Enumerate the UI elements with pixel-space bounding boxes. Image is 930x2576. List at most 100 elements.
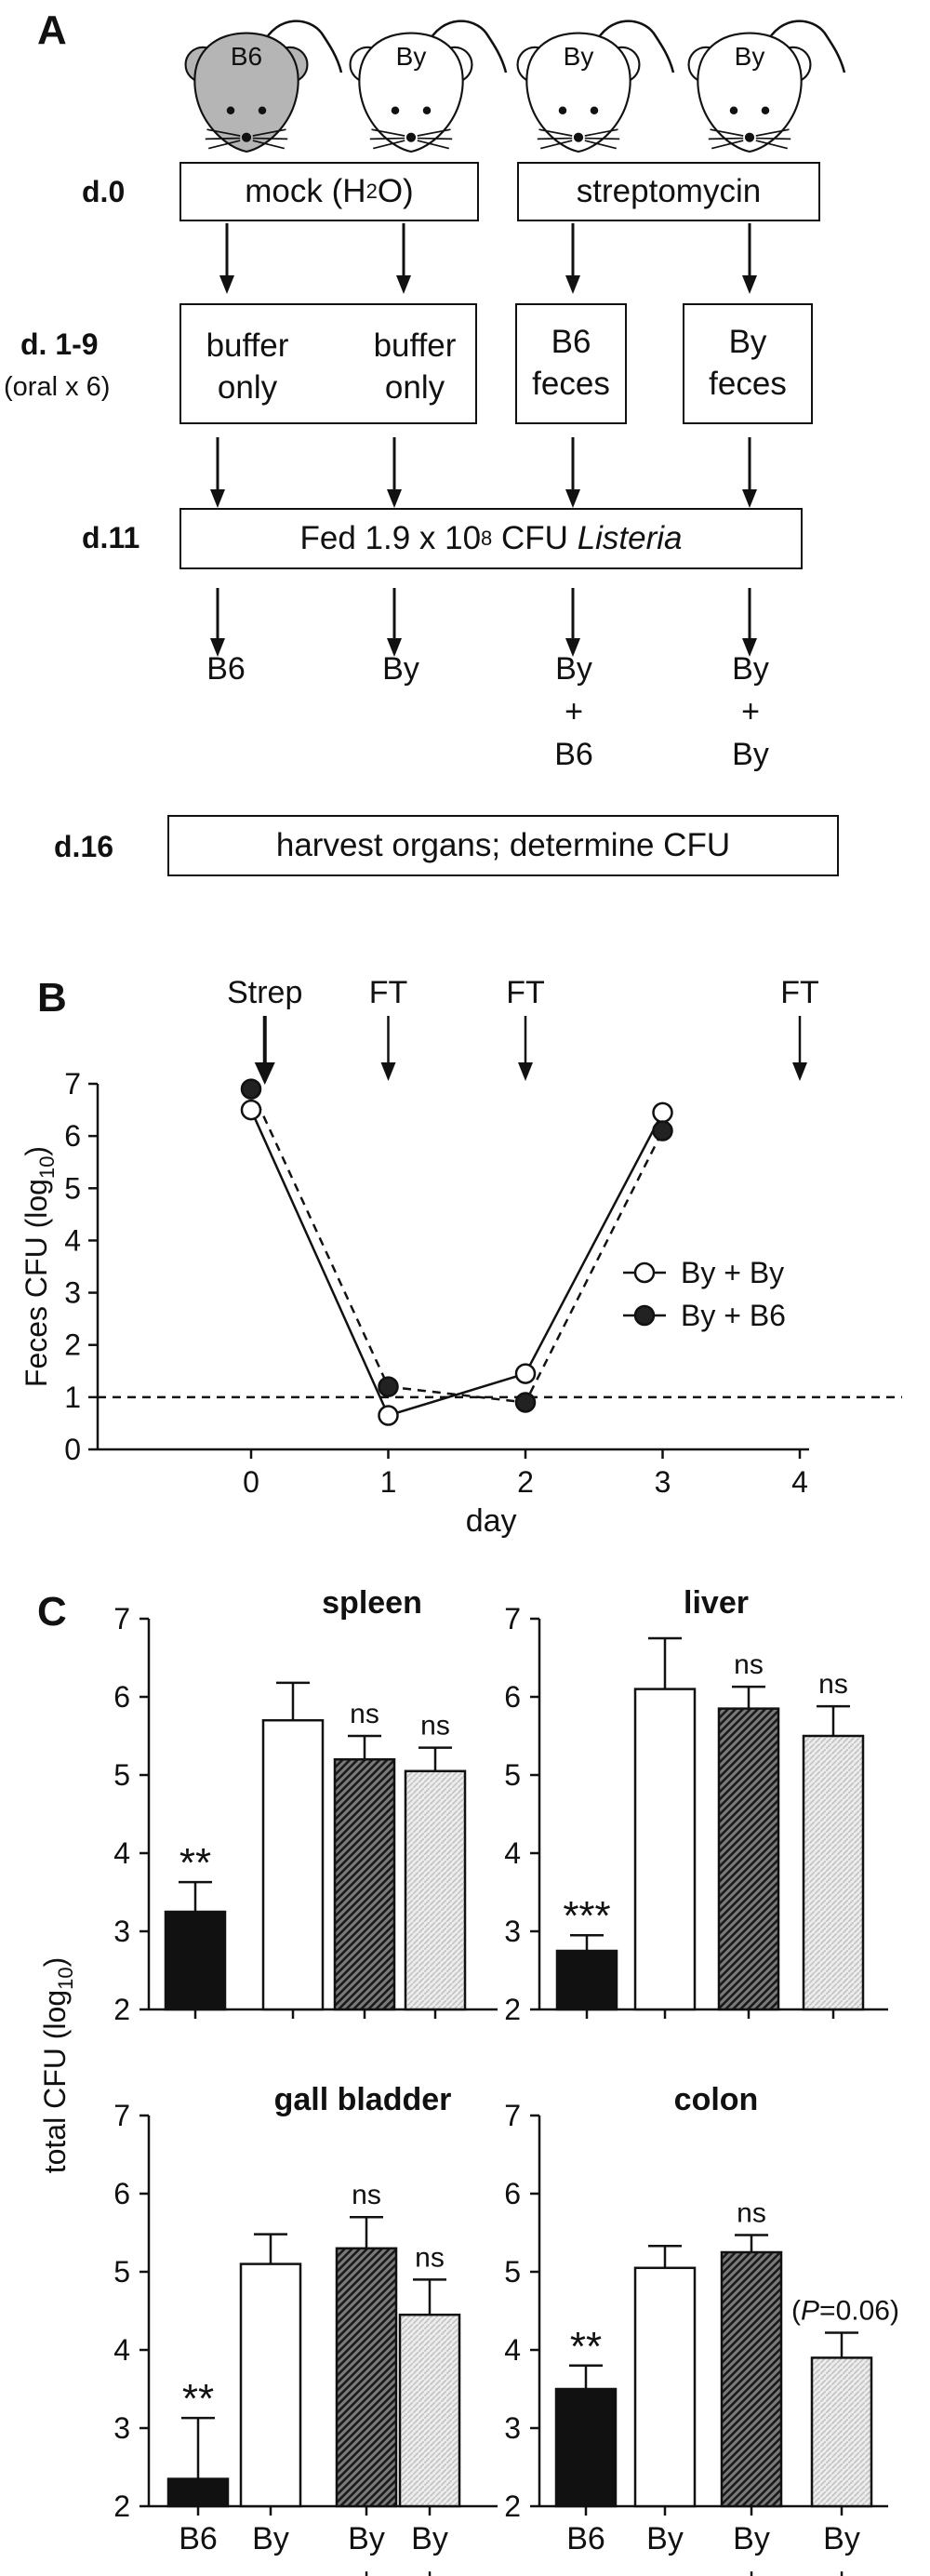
bar [398,2313,461,2508]
x-category-label: By [823,2521,860,2556]
y-tick-label: 3 [113,1915,130,1948]
y-tick-label: 2 [113,2489,130,2523]
x-tick-label: 3 [655,1465,671,1499]
x-category-label: By [411,2521,448,2556]
significance-annotation: ns [818,1669,848,1700]
bar [717,1707,780,2011]
y-tick-label: 5 [64,1171,81,1205]
streptomycin-text: streptomycin [576,173,762,210]
bar [633,1688,697,2011]
data-point-by-b6 [378,1376,399,1397]
significance-annotation: ** [182,2376,214,2422]
group-label-by: By [382,651,419,687]
y-tick-label: 2 [504,2489,521,2523]
x-category-label: B6 [179,2521,218,2556]
streptomycin-box: streptomycin [517,162,820,221]
label-oral-x6: (oral x 6) [4,372,111,402]
label-d0: d.0 [82,175,126,208]
y-axis-label: total CFU (log10) [38,1957,77,2174]
buffer-text-1: buffer only [206,327,289,406]
x-category-label: By [733,2521,770,2556]
x-tick-label: 4 [791,1465,808,1499]
label-d16: d.16 [54,830,114,863]
y-tick-label: 5 [113,1758,130,1792]
bar-chart-title: spleen [322,1585,422,1621]
bar [166,2477,230,2508]
panel-c-letter: C [37,1589,67,1635]
y-tick-label: 7 [113,2099,130,2132]
treatment-arrow-label: FT [780,975,819,1010]
x-category-label: + [742,2562,761,2576]
y-tick-label: 7 [504,2099,521,2132]
legend-label-by-b6: By + B6 [681,1299,786,1332]
significance-annotation: ns [734,1649,764,1680]
b6-feces-text: B6 feces [532,324,610,402]
y-tick-label: 6 [64,1119,81,1153]
bar [239,2262,302,2508]
significance-annotation: ns [350,1699,379,1729]
y-tick-label: 3 [504,2411,521,2445]
y-tick-label: 3 [113,2411,130,2445]
mouse-label: By [396,42,427,71]
data-point-by-b6 [240,1078,262,1100]
y-tick-label: 4 [504,1836,521,1870]
bar [554,2387,618,2508]
mock-text: mock (H [245,173,366,210]
data-point-by-by [514,1363,537,1384]
mice-illustrations: B6 By By By [184,20,846,153]
fed-exponent: 8 [481,527,493,551]
y-tick-label: 6 [504,2177,521,2210]
bar-chart-title: colon [674,2082,759,2117]
by-feces-text: By feces [709,324,787,402]
x-category-label: + [357,2562,376,2576]
y-tick-label: 5 [504,2255,521,2289]
data-point-by-by [378,1405,399,1426]
y-tick-label: 7 [113,1602,130,1635]
bar [261,1718,325,2011]
legend-marker-by-b6 [633,1304,656,1327]
x-category-label: By [646,2521,684,2556]
panel-b-letter: B [37,975,67,1021]
organ-cfu-bar-charts: spleen 2 3 4 5 6 7 ** ns ns liver 2 3 4 5 6 7 *** ns ns gall… [38,1585,899,2576]
series-line [249,1109,664,1418]
treatment-arrowhead [792,1062,807,1081]
feces-cfu-line-chart: 0 1 2 3 4 5 6 7 0 1 2 3 4 day Feces CFU (log10) Strep FT… [20,975,902,1539]
bar [335,2247,398,2508]
mock-close: O) [377,173,414,210]
significance-annotation: ns [420,1711,450,1742]
fed-listeria: Listeria [577,520,683,557]
b6-feces-box: B6 feces [515,303,627,424]
series-line [249,1088,664,1404]
bar [810,2356,873,2508]
mouse-label: By [564,42,594,71]
y-tick-label: 4 [64,1223,81,1257]
significance-annotation: ns [415,2242,445,2273]
y-tick-label: 3 [504,1915,521,1948]
x-tick-label: 2 [517,1465,534,1499]
y-tick-label: 0 [64,1433,81,1466]
bar [333,1757,396,2011]
label-d11: d.11 [82,521,140,554]
data-point-by-by [240,1099,262,1121]
bar [164,1910,227,2011]
y-tick-label: 6 [113,1680,130,1714]
panel-a-letter: A [37,7,67,53]
legend-label-by-by: By + By [681,1256,784,1289]
bar [802,1734,865,2011]
x-tick-label: 1 [380,1465,397,1499]
y-tick-label: 5 [504,1758,521,1792]
significance-annotation: ** [179,1840,211,1886]
x-category-label: + [832,2562,851,2576]
y-tick-label: 2 [64,1328,81,1362]
y-tick-label: 6 [504,1680,521,1714]
fed-cfu: CFU [492,520,578,557]
y-tick-label: 4 [113,1836,130,1870]
y-tick-label: 7 [64,1067,81,1101]
data-point-by-by [652,1101,673,1124]
significance-annotation: (P=0.06) [791,2296,899,2327]
treatment-arrowhead [380,1062,396,1081]
x-category-label: B6 [566,2521,605,2556]
mouse-label: By [735,42,765,71]
y-tick-label: 3 [64,1276,81,1310]
y-tick-label: 2 [504,1993,521,2026]
